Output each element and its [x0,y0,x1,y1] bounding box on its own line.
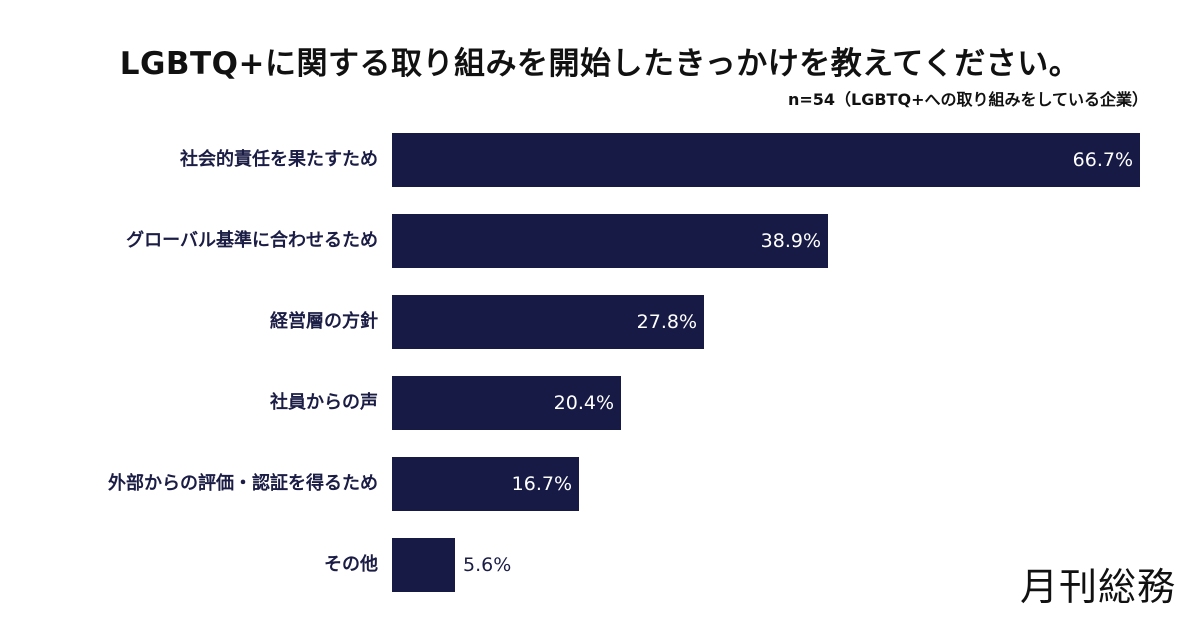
bar [392,538,455,592]
bar [392,457,579,511]
bar-row: その他 5.6% [0,538,1200,592]
value-label: 16.7% [511,473,572,495]
bar [392,295,704,349]
bar [392,133,1140,187]
value-label: 66.7% [1072,149,1133,171]
bar-row: 社員からの声 20.4% [0,376,1200,430]
category-label: グローバル基準に合わせるため [126,230,378,251]
bar-row: 経営層の方針 27.8% [0,295,1200,349]
publisher-logo: 月刊総務 [1019,565,1176,609]
value-label: 20.4% [553,392,614,414]
category-label: 外部からの評価・認証を得るため [108,473,378,494]
value-label: 5.6% [463,554,512,576]
bar-row: 外部からの評価・認証を得るため 16.7% [0,457,1200,511]
category-label: 経営層の方針 [270,311,378,332]
category-label: 社会的責任を果たすため [180,149,378,170]
bar [392,214,828,268]
bar-row: 社会的責任を果たすため 66.7% [0,133,1200,187]
value-label: 38.9% [760,230,821,252]
sample-size-note: n=54（LGBTQ+への取り組みをしている企業） [787,90,1148,109]
category-label: 社員からの声 [270,392,378,413]
bar-row: グローバル基準に合わせるため 38.9% [0,214,1200,268]
chart-title: LGBTQ+に関する取り組みを開始したきっかけを教えてください。 [119,46,1081,82]
bar [392,376,621,430]
value-label: 27.8% [636,311,697,333]
category-label: その他 [324,554,378,575]
